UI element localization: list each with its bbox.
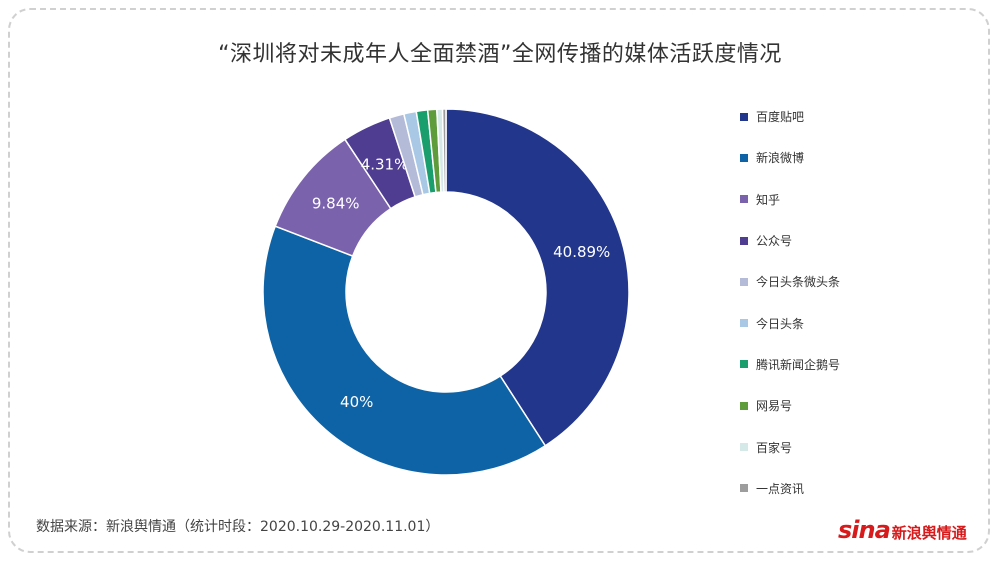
data-source-note: 数据来源：新浪舆情通（统计时段：2020.10.29-2020.11.01）	[36, 519, 440, 535]
legend-item-6: 腾讯新闻企鹅号	[740, 344, 940, 385]
logo-cn-text: 新浪舆情通	[891, 524, 967, 542]
legend-swatch	[740, 319, 748, 328]
legend-label: 百度贴吧	[756, 110, 805, 125]
legend-swatch	[740, 112, 748, 121]
legend: 百度贴吧新浪微博知乎公众号今日头条微头条 今日头条腾讯新闻企鹅号 网易号百家号一点资…	[740, 96, 940, 509]
legend-label: 一点资讯	[756, 481, 805, 496]
legend-swatch	[740, 236, 748, 245]
legend-swatch	[740, 277, 748, 286]
chart-title: “深圳将对未成年人全面禁酒”全网传播的媒体活跃度情况	[218, 42, 782, 67]
legend-item-9: 一点资讯	[740, 468, 940, 509]
legend-item-5: 今日头条	[740, 302, 940, 343]
donut-slice-1	[262, 225, 547, 476]
sina-logo: sina 新浪舆情通	[838, 512, 967, 542]
legend-swatch	[740, 401, 748, 410]
legend-label: 新浪微博	[756, 151, 805, 166]
legend-label: 今日头条	[756, 316, 805, 331]
legend-item-7: 网易号	[740, 385, 940, 426]
legend-swatch	[740, 484, 748, 493]
legend-item-4: 今日头条微头条	[740, 261, 940, 302]
legend-label: 网易号	[756, 399, 793, 414]
slice-label-1: 40%	[340, 393, 373, 411]
legend-item-8: 百家号	[740, 426, 940, 467]
slice-label-0: 40.89%	[553, 243, 610, 261]
slice-label-2: 9.84%	[312, 194, 360, 212]
legend-label: 百家号	[756, 440, 793, 455]
legend-item-0: 百度贴吧	[740, 96, 940, 137]
legend-swatch	[740, 153, 748, 162]
slice-label-3: 4.31%	[361, 156, 409, 174]
legend-item-2: 知乎	[740, 179, 940, 220]
legend-label: 知乎	[756, 192, 781, 207]
legend-label: 腾讯新闻企鹅号	[756, 357, 841, 372]
legend-label: 今日头条微头条	[756, 275, 841, 290]
legend-item-3: 公众号	[740, 220, 940, 261]
logo-sina-text: sina	[838, 516, 891, 544]
legend-swatch	[740, 360, 748, 369]
legend-swatch	[740, 195, 748, 204]
donut-slice-9	[441, 108, 447, 193]
legend-label: 公众号	[756, 234, 793, 249]
donut-slice-0	[445, 108, 630, 447]
legend-swatch	[740, 443, 748, 452]
legend-item-1: 新浪微博	[740, 137, 940, 178]
